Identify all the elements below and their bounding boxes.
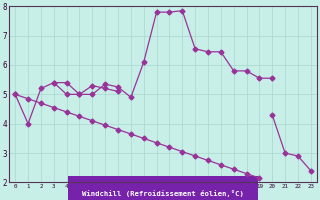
X-axis label: Windchill (Refroidissement éolien,°C): Windchill (Refroidissement éolien,°C): [82, 190, 244, 197]
